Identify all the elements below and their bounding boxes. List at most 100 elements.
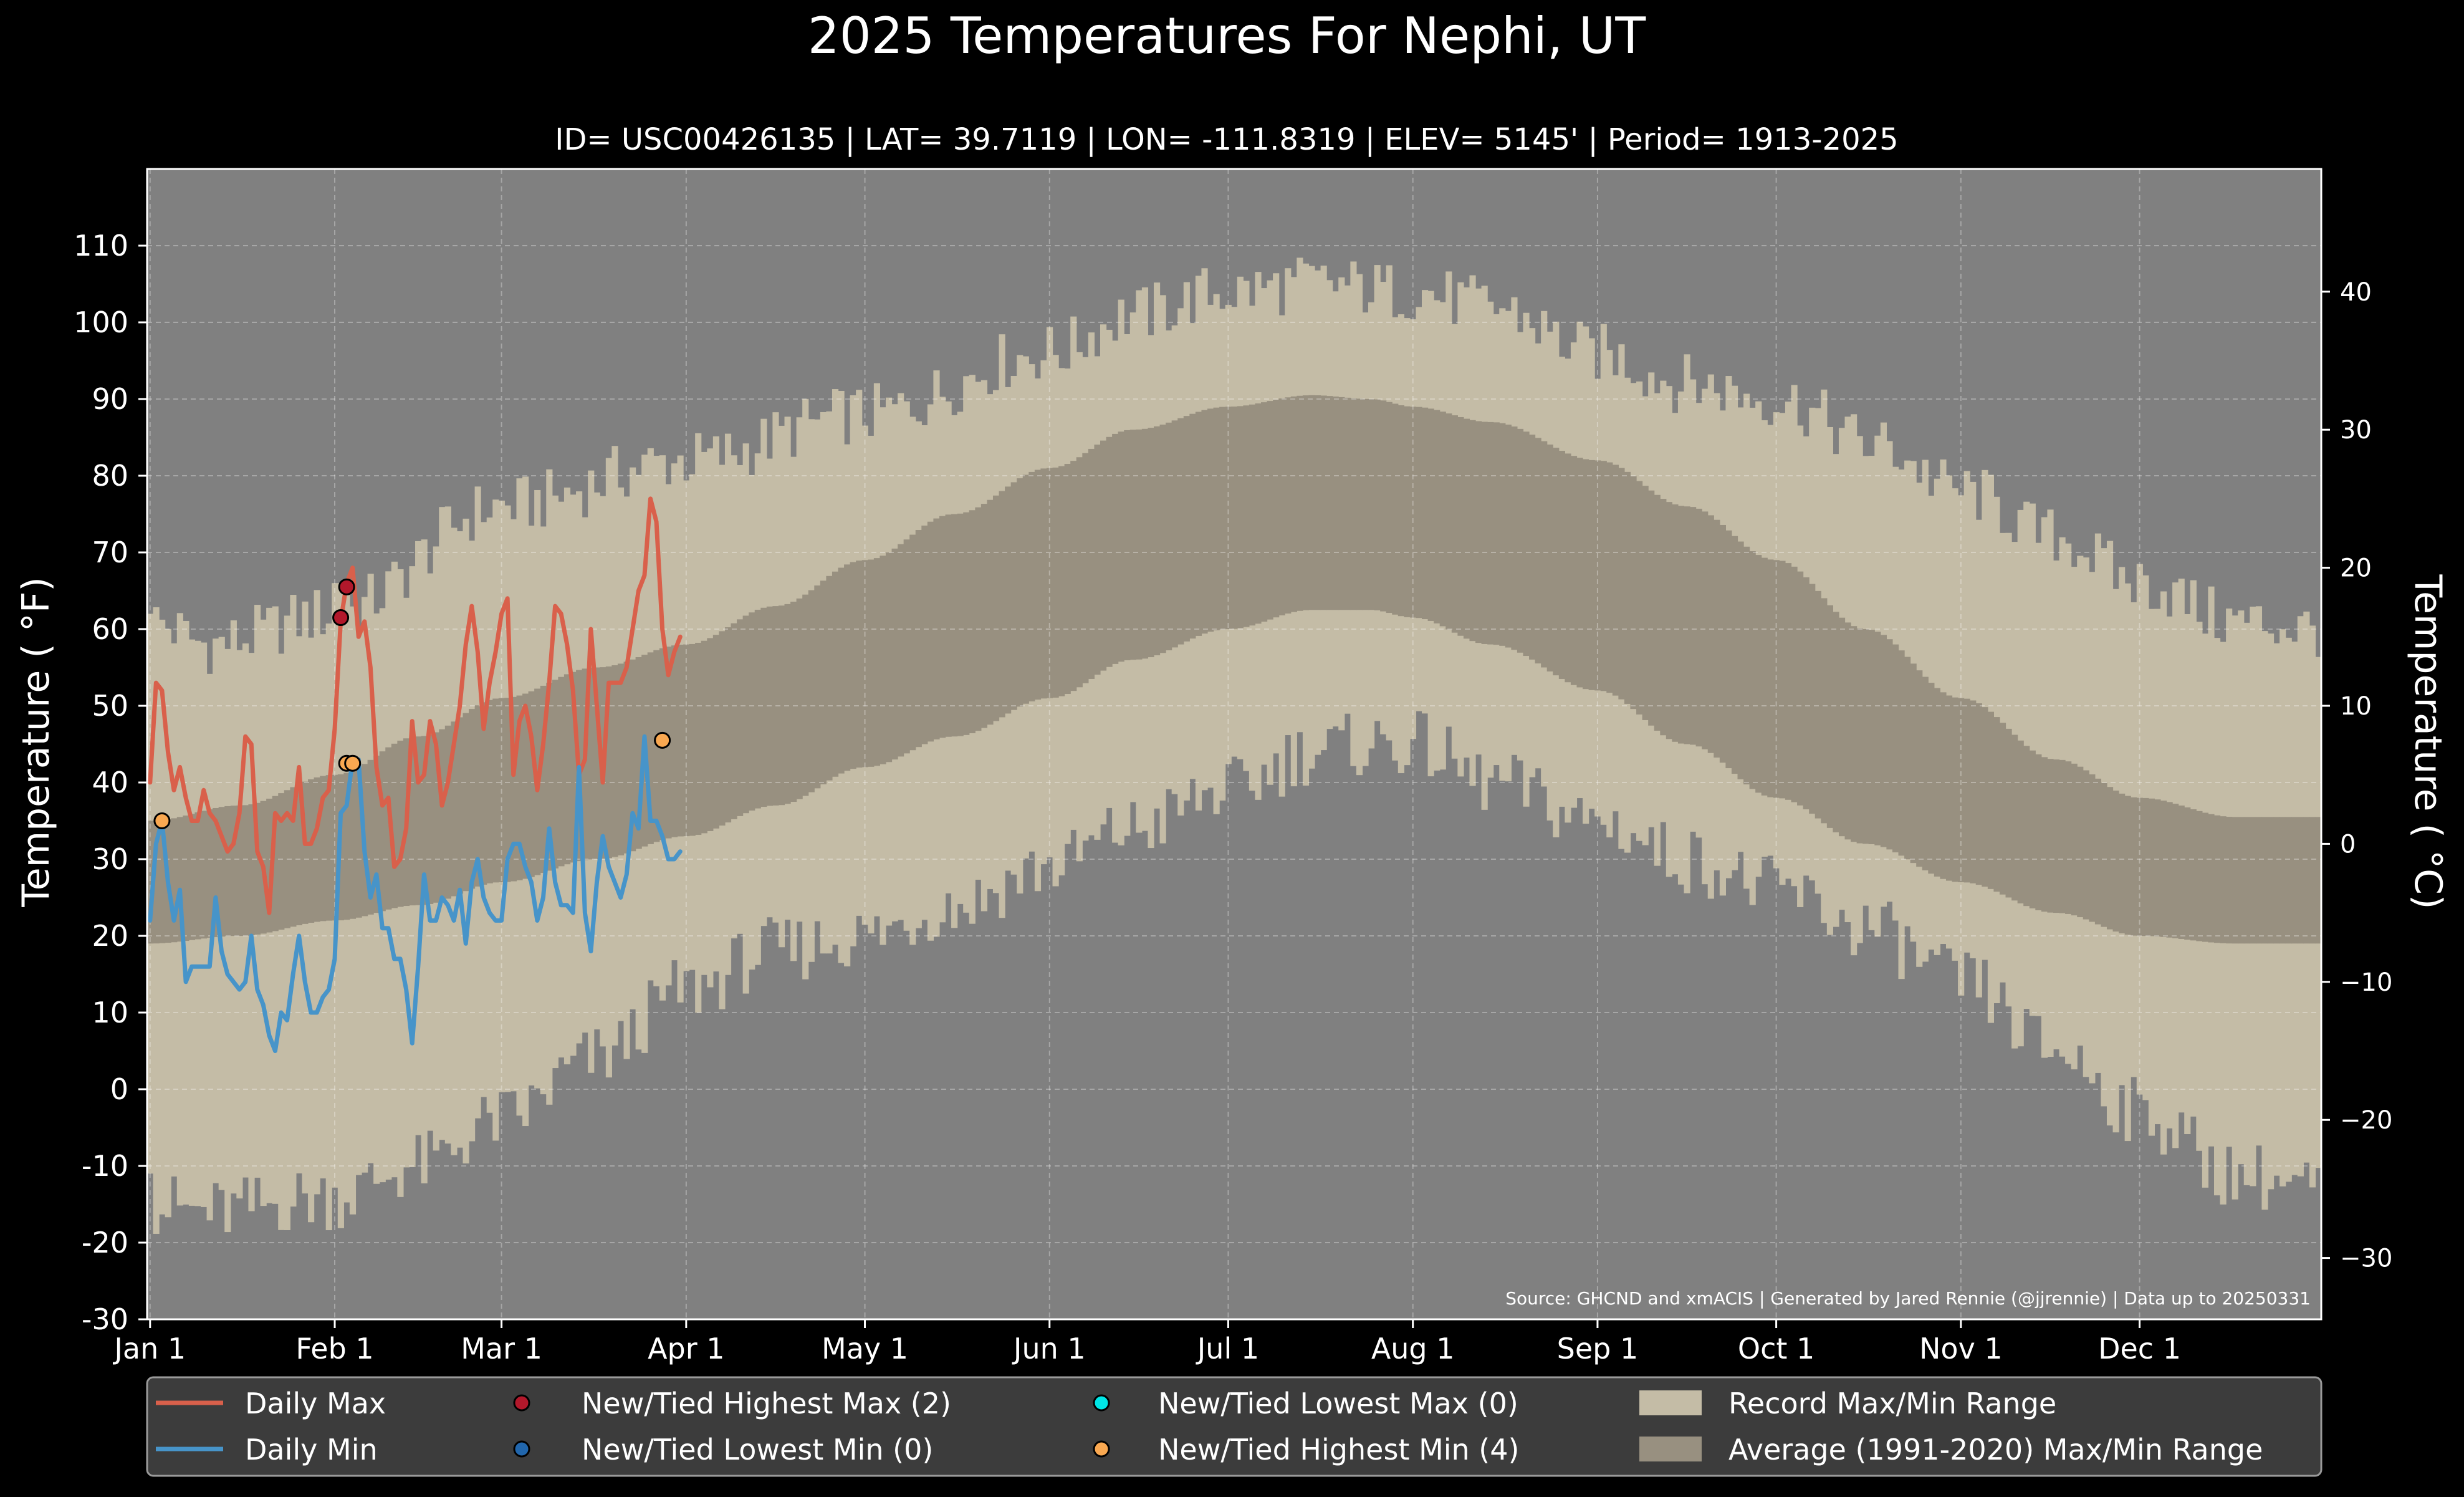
average-range-bar	[695, 642, 702, 835]
average-range-bar	[474, 705, 481, 887]
average-range-bar	[1297, 395, 1303, 611]
average-range-bar	[242, 805, 249, 936]
average-range-bar	[295, 784, 303, 925]
legend-label: Daily Min	[245, 1433, 378, 1466]
y-axis-right-label: Temperature ( °C)	[2406, 574, 2450, 910]
average-range-bar	[1588, 460, 1595, 690]
average-range-bar	[975, 507, 982, 731]
average-range-bar	[1999, 723, 2006, 895]
average-range-bar	[1344, 397, 1351, 610]
average-range-bar	[832, 571, 839, 777]
average-range-bar	[320, 776, 327, 922]
average-range-bar	[1642, 486, 1649, 720]
average-range-bar	[2047, 759, 2054, 913]
average-range-bar	[2267, 817, 2275, 944]
average-range-bar	[1070, 461, 1077, 691]
record-marker	[332, 609, 350, 627]
average-range-bar	[980, 504, 988, 728]
y-right-tick-label: −30	[2340, 1244, 2392, 1273]
average-range-bar	[2291, 817, 2298, 944]
average-range-bar	[1409, 407, 1417, 618]
average-range-bar	[1982, 707, 1988, 887]
y-left-tick-label: 70	[92, 536, 128, 569]
average-range-bar	[1374, 399, 1381, 610]
average-range-bar	[2279, 817, 2286, 944]
y-left-tick-label: 90	[92, 382, 128, 416]
x-tick-label: Feb 1	[295, 1332, 373, 1365]
average-range-bar	[1576, 458, 1583, 688]
average-range-bar	[701, 640, 707, 834]
y-right-tick-label: 20	[2340, 554, 2372, 583]
average-range-bar	[1171, 420, 1178, 648]
average-range-bar	[1386, 402, 1393, 614]
average-range-bar	[969, 510, 976, 734]
average-range-bar	[1243, 405, 1250, 627]
average-range-bar	[2309, 817, 2316, 944]
record-range-bar	[325, 623, 332, 1231]
average-range-bar	[2089, 774, 2096, 922]
average-range-bar	[909, 534, 916, 751]
x-tick-label: Aug 1	[1371, 1332, 1455, 1365]
average-range-bar	[1970, 700, 1977, 883]
chart-subtitle: ID= USC00426135 | LAT= 39.7119 | LON= -1…	[555, 122, 1898, 157]
y-right-tick-label: 10	[2340, 692, 2372, 721]
average-range-bar	[540, 685, 547, 874]
average-range-bar	[2131, 797, 2137, 936]
average-range-bar	[2184, 807, 2191, 940]
legend-box	[146, 1376, 2323, 1477]
average-range-bar	[171, 818, 178, 943]
average-range-bar	[1737, 541, 1744, 779]
average-range-bar	[999, 491, 1005, 718]
average-range-bar	[1088, 448, 1095, 679]
legend: Daily Max Daily Min New/Tied Highest Max (…	[146, 1376, 2323, 1477]
average-range-bar	[1338, 397, 1345, 610]
average-range-bar	[1612, 465, 1619, 696]
average-range-bar	[1201, 410, 1208, 634]
average-range-bar	[1427, 408, 1434, 621]
average-range-bar	[456, 717, 464, 894]
average-range-bar	[1058, 466, 1065, 696]
average-range-bar	[880, 556, 886, 764]
average-range-bar	[1594, 460, 1601, 691]
legend-swatch	[513, 1394, 530, 1412]
average-range-bar	[814, 585, 821, 789]
average-range-bar	[1100, 440, 1107, 671]
average-range-bar	[623, 662, 630, 854]
average-range-bar	[2196, 811, 2203, 941]
average-range-bar	[1856, 628, 1863, 844]
average-range-bar	[433, 732, 439, 903]
legend-swatch	[1093, 1440, 1110, 1458]
average-range-bar	[1511, 426, 1518, 650]
average-range-bar	[1636, 481, 1643, 715]
average-range-bar	[528, 691, 535, 877]
average-range-bar	[1725, 530, 1732, 769]
average-range-bar	[391, 743, 398, 908]
average-range-bar	[2273, 817, 2280, 944]
average-range-bar	[766, 606, 773, 806]
average-range-bar	[1868, 630, 1875, 844]
average-range-bar	[481, 702, 487, 885]
average-range-bar	[1487, 421, 1494, 645]
average-range-bar	[1237, 406, 1244, 628]
average-range-bar	[224, 806, 231, 936]
y-right-tick-label: 0	[2340, 830, 2356, 859]
x-tick-label: Jan 1	[112, 1332, 186, 1365]
average-range-bar	[1993, 717, 2000, 892]
legend-label: Average (1991-2020) Max/Min Range	[1728, 1433, 2263, 1466]
plot-frame	[146, 168, 2323, 1321]
average-range-bar	[1558, 451, 1565, 679]
average-range-bar	[147, 821, 154, 944]
record-marker	[654, 731, 671, 749]
average-range-bar	[504, 698, 511, 882]
average-range-bar	[194, 812, 201, 940]
average-range-bar	[2285, 817, 2292, 944]
average-range-bar	[2005, 728, 2012, 898]
legend-swatch	[1639, 1390, 1702, 1415]
average-range-bar	[1940, 692, 1947, 879]
y-left-tick-label: 100	[74, 306, 128, 339]
average-range-bar	[1195, 412, 1202, 636]
average-range-bar	[1136, 429, 1143, 660]
average-range-bar	[2315, 817, 2322, 944]
average-range-bar	[1892, 644, 1899, 853]
average-range-bar	[522, 693, 529, 879]
